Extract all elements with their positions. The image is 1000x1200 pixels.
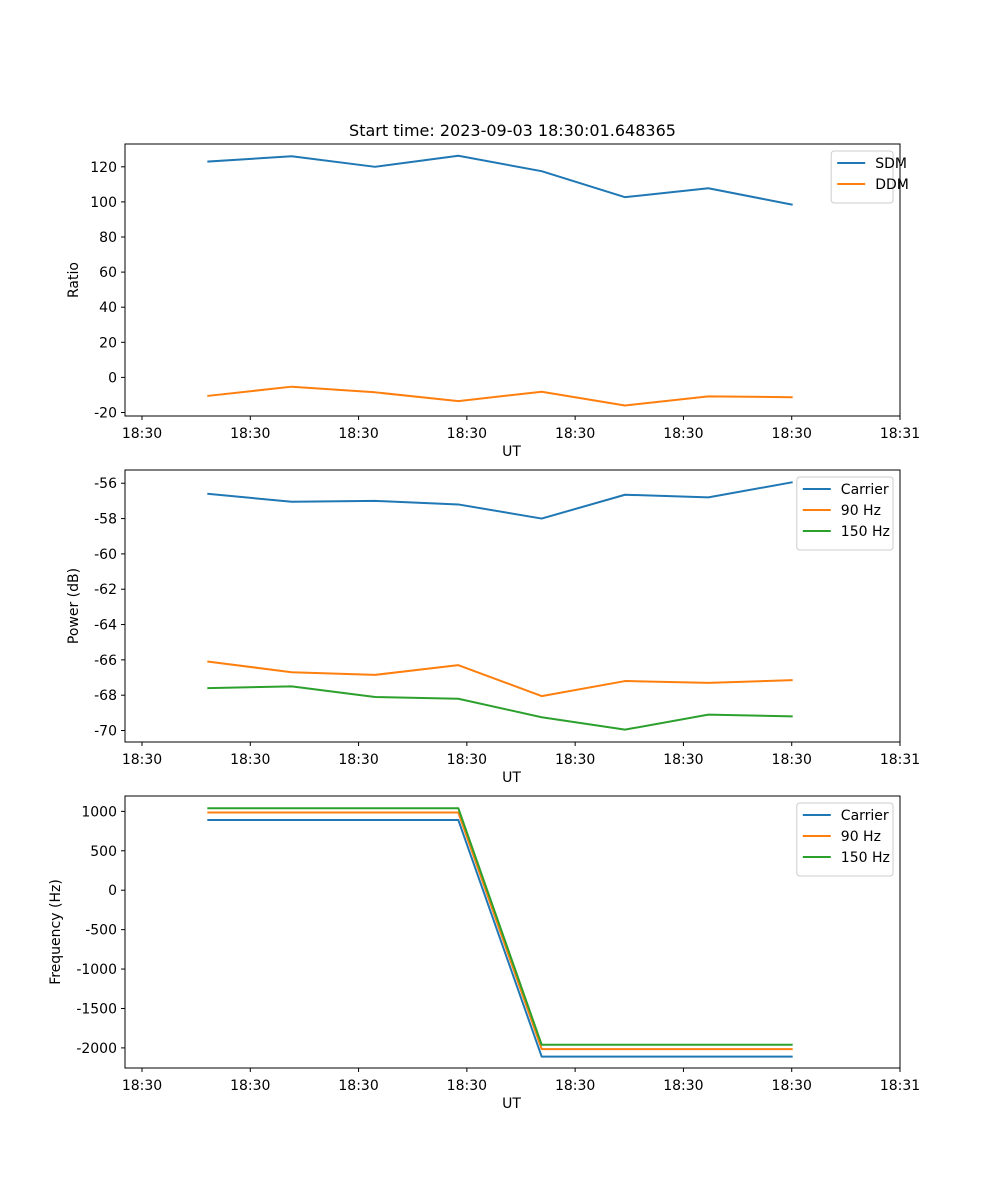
y-tick-label: 40	[99, 300, 117, 316]
x-tick-label: 18:30	[555, 1078, 595, 1094]
x-tick-label: 18:30	[663, 1078, 703, 1094]
series-group	[207, 154, 793, 407]
legend-label: Carrier	[841, 808, 889, 824]
plot-area	[125, 796, 900, 1068]
series-line-90-hz	[207, 811, 793, 1051]
x-tick-label: 18:30	[230, 426, 270, 442]
legend: Carrier 90 Hz 150 Hz	[796, 476, 894, 551]
x-tick-label: 18:30	[447, 752, 487, 768]
x-tick-label: 18:30	[122, 752, 162, 768]
x-tick-label: 18:30	[122, 426, 162, 442]
y-tick-label: 20	[99, 335, 117, 351]
x-tick-label: 18:30	[447, 426, 487, 442]
legend-label: 90 Hz	[841, 829, 881, 845]
x-tick-label: 18:30	[338, 426, 378, 442]
x-axis-label: UT	[502, 770, 521, 786]
y-tick-label: -500	[85, 923, 117, 939]
x-tick-label: 18:30	[338, 1078, 378, 1094]
x-tick-label: 18:30	[230, 1078, 270, 1094]
x-axis-label: UT	[502, 444, 521, 460]
x-tick-label: 18:30	[338, 752, 378, 768]
y-tick-label: 500	[90, 844, 117, 860]
y-tick-label: -2000	[76, 1041, 117, 1057]
chart-panel-3: 18:30 18:30 18:30 18:30 18:30 18:30 18:30 18:31…	[48, 795, 920, 1112]
axes-frame	[124, 469, 901, 743]
legend-label: DDM	[875, 177, 909, 193]
series-line-150-hz	[207, 807, 793, 1046]
y-tick-label: -60	[94, 547, 117, 563]
y-tick-label: -1000	[76, 962, 117, 978]
x-tick-label: 18:30	[555, 426, 595, 442]
legend-label: SDM	[875, 156, 907, 172]
y-tick-label: 0	[108, 370, 117, 386]
legend: SDM DDM	[830, 150, 909, 204]
series-group	[207, 807, 793, 1058]
series-line-carrier	[207, 819, 793, 1058]
y-tick-label: -56	[94, 476, 117, 492]
legend-label: Carrier	[841, 482, 889, 498]
y-tick-label: -1500	[76, 1001, 117, 1017]
series-line-90-hz	[207, 660, 793, 698]
axes-frame	[124, 143, 901, 417]
legend-label: 150 Hz	[841, 524, 890, 540]
x-tick-label: 18:30	[772, 1078, 812, 1094]
x-axis-label: UT	[502, 1096, 521, 1112]
legend-label: 150 Hz	[841, 850, 890, 866]
axes-frame	[124, 795, 901, 1069]
y-tick-label: -66	[94, 653, 117, 669]
x-tick-label: 18:31	[880, 426, 920, 442]
y-tick-label: -68	[94, 688, 117, 704]
y-tick-label: -64	[94, 618, 117, 634]
x-tick-label: 18:30	[663, 426, 703, 442]
plot-area	[125, 144, 900, 416]
x-tick-label: 18:30	[772, 426, 812, 442]
y-tick-label: -58	[94, 512, 117, 528]
y-axis-label: Frequency (Hz)	[48, 879, 64, 985]
plot-area	[125, 470, 900, 742]
x-tick-label: 18:30	[230, 752, 270, 768]
y-axis-label: Ratio	[66, 262, 82, 298]
x-tick-label: 18:30	[122, 1078, 162, 1094]
y-tick-label: -20	[94, 405, 117, 421]
y-tick-label: 100	[90, 195, 117, 211]
legend: Carrier 90 Hz 150 Hz	[796, 802, 894, 877]
y-tick-label: 60	[99, 265, 117, 281]
y-tick-label: -62	[94, 582, 117, 598]
y-axis-label: Power (dB)	[66, 568, 82, 644]
legend-label: 90 Hz	[841, 503, 881, 519]
series-line-ddm	[207, 385, 793, 407]
x-tick-label: 18:30	[772, 752, 812, 768]
y-tick-label: 120	[90, 160, 117, 176]
chart-panel-2: 18:30 18:30 18:30 18:30 18:30 18:30 18:30 18:31…	[66, 469, 920, 786]
series-line-sdm	[207, 154, 793, 206]
x-tick-label: 18:31	[880, 752, 920, 768]
series-group	[207, 481, 793, 731]
y-tick-label: 80	[99, 230, 117, 246]
y-tick-label: 1000	[81, 804, 117, 820]
x-tick-label: 18:30	[447, 1078, 487, 1094]
series-line-150-hz	[207, 685, 793, 731]
x-tick-label: 18:31	[880, 1078, 920, 1094]
x-tick-label: 18:30	[663, 752, 703, 768]
chart-title: Start time: 2023-09-03 18:30:01.648365	[349, 121, 676, 140]
series-line-carrier	[207, 481, 793, 520]
chart-panel-1: 18:30 18:30 18:30 18:30 18:30 18:30 18:30 18:31…	[66, 121, 920, 460]
y-tick-label: -70	[94, 724, 117, 740]
y-tick-label: 0	[108, 883, 117, 899]
x-tick-label: 18:30	[555, 752, 595, 768]
